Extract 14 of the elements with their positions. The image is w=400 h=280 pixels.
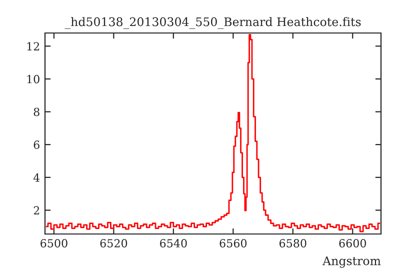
x-tick-label: 6540 bbox=[160, 239, 187, 248]
y-tick-label: 4 bbox=[33, 173, 40, 182]
chart-title: _hd50138_20130304_550_Bernard Heathcote.fits bbox=[64, 17, 361, 29]
x-tick-label: 6600 bbox=[339, 239, 366, 248]
x-tick-label: 6580 bbox=[279, 239, 306, 248]
y-tick-label: 2 bbox=[34, 206, 40, 214]
x-tick-label: 6560 bbox=[220, 239, 247, 248]
x-axis-title: Angstrom bbox=[322, 256, 381, 268]
x-tick-label: 6520 bbox=[100, 239, 128, 248]
y-tick-label: 12 bbox=[27, 42, 40, 50]
y-tick-label: 6 bbox=[34, 140, 40, 149]
y-tick-label: 8 bbox=[34, 108, 40, 116]
y-tick-label: 10 bbox=[27, 74, 40, 84]
x-tick-label: 6500 bbox=[40, 239, 68, 248]
